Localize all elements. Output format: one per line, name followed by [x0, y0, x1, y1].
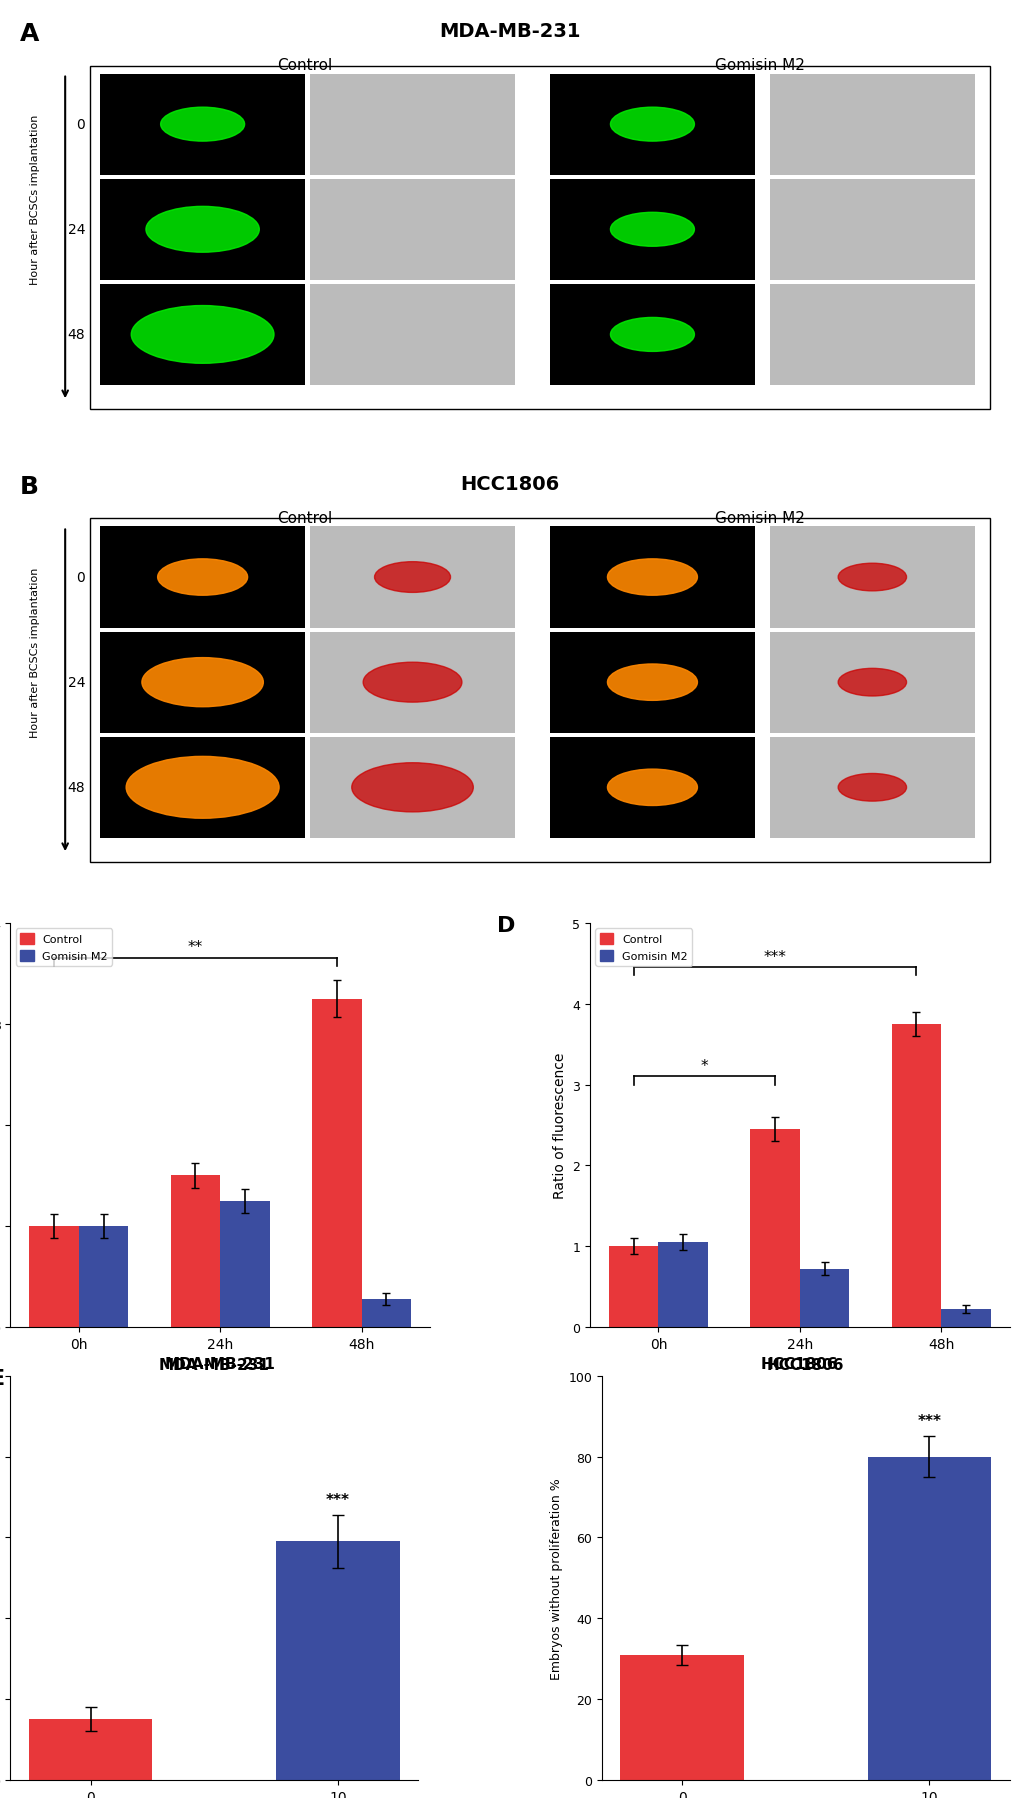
- Circle shape: [131, 306, 274, 363]
- Circle shape: [607, 559, 697, 595]
- Bar: [769, 74, 974, 176]
- X-axis label: HCC1806: HCC1806: [760, 1357, 838, 1372]
- Text: 0: 0: [76, 570, 86, 584]
- Text: A: A: [20, 22, 40, 47]
- Bar: [891, 1025, 941, 1327]
- Y-axis label: Ratio of fluorescence: Ratio of fluorescence: [552, 1052, 566, 1199]
- Circle shape: [352, 764, 473, 813]
- Bar: [170, 1176, 220, 1327]
- Circle shape: [607, 770, 697, 806]
- Title: HCC1806: HCC1806: [766, 1357, 844, 1372]
- Legend: Control, Gomisin M2: Control, Gomisin M2: [15, 930, 112, 966]
- Bar: [90, 67, 988, 410]
- Text: 48: 48: [67, 329, 86, 342]
- Circle shape: [146, 207, 259, 254]
- Bar: [769, 527, 974, 628]
- Circle shape: [374, 563, 450, 593]
- Bar: [549, 284, 754, 387]
- Text: HCC1806: HCC1806: [460, 475, 559, 494]
- Bar: [310, 527, 515, 628]
- Text: D: D: [497, 915, 516, 935]
- Text: Gomisin M2: Gomisin M2: [714, 58, 804, 74]
- Bar: [78, 1226, 128, 1327]
- Bar: [30, 1226, 78, 1327]
- Text: ***: ***: [325, 1492, 350, 1507]
- Bar: [310, 180, 515, 280]
- Circle shape: [609, 318, 694, 352]
- Text: 24: 24: [67, 676, 86, 690]
- Bar: [941, 1309, 989, 1327]
- Circle shape: [607, 665, 697, 701]
- Circle shape: [609, 214, 694, 246]
- Bar: [799, 1269, 849, 1327]
- Circle shape: [142, 658, 263, 707]
- X-axis label: MDA-MB-231: MDA-MB-231: [165, 1357, 275, 1372]
- Bar: [657, 1242, 707, 1327]
- Circle shape: [158, 559, 248, 595]
- Text: 0: 0: [76, 119, 86, 131]
- Bar: [100, 180, 305, 280]
- Bar: [100, 633, 305, 734]
- Text: Control: Control: [277, 511, 332, 527]
- Bar: [769, 737, 974, 838]
- Text: Hour after BCSCs implantation: Hour after BCSCs implantation: [31, 115, 40, 284]
- Bar: [620, 1654, 743, 1780]
- Bar: [100, 527, 305, 628]
- Bar: [549, 74, 754, 176]
- Bar: [220, 1201, 269, 1327]
- Bar: [549, 633, 754, 734]
- Bar: [769, 284, 974, 387]
- Text: ***: ***: [763, 949, 786, 964]
- Text: *: *: [700, 1059, 707, 1073]
- Bar: [100, 737, 305, 838]
- Bar: [100, 74, 305, 176]
- Text: E: E: [0, 1368, 5, 1388]
- Text: Control: Control: [277, 58, 332, 74]
- Bar: [750, 1129, 799, 1327]
- Text: B: B: [20, 475, 39, 498]
- Bar: [769, 180, 974, 280]
- Text: 48: 48: [67, 780, 86, 795]
- Circle shape: [363, 663, 462, 703]
- Bar: [549, 180, 754, 280]
- Bar: [769, 633, 974, 734]
- Bar: [312, 1000, 362, 1327]
- Bar: [310, 633, 515, 734]
- Legend: Control, Gomisin M2: Control, Gomisin M2: [595, 930, 692, 966]
- Text: 24: 24: [67, 223, 86, 237]
- Bar: [549, 737, 754, 838]
- Text: Gomisin M2: Gomisin M2: [714, 511, 804, 527]
- Bar: [362, 1300, 411, 1327]
- Bar: [29, 1719, 152, 1780]
- Y-axis label: Embryos without proliferation %: Embryos without proliferation %: [549, 1478, 562, 1679]
- Bar: [310, 737, 515, 838]
- Title: MDA-MB-231: MDA-MB-231: [159, 1357, 269, 1372]
- Circle shape: [160, 108, 245, 142]
- Text: ***: ***: [916, 1413, 941, 1428]
- Circle shape: [838, 775, 906, 802]
- Bar: [100, 284, 305, 387]
- Bar: [310, 74, 515, 176]
- Bar: [90, 520, 988, 863]
- Bar: [276, 1541, 399, 1780]
- Circle shape: [609, 108, 694, 142]
- Bar: [608, 1246, 657, 1327]
- Circle shape: [126, 757, 279, 818]
- Bar: [867, 1456, 990, 1780]
- Text: **: **: [187, 940, 203, 955]
- Circle shape: [838, 669, 906, 696]
- Circle shape: [838, 565, 906, 592]
- Text: Hour after BCSCs implantation: Hour after BCSCs implantation: [31, 568, 40, 737]
- Text: MDA-MB-231: MDA-MB-231: [439, 22, 580, 41]
- Bar: [310, 284, 515, 387]
- Bar: [549, 527, 754, 628]
